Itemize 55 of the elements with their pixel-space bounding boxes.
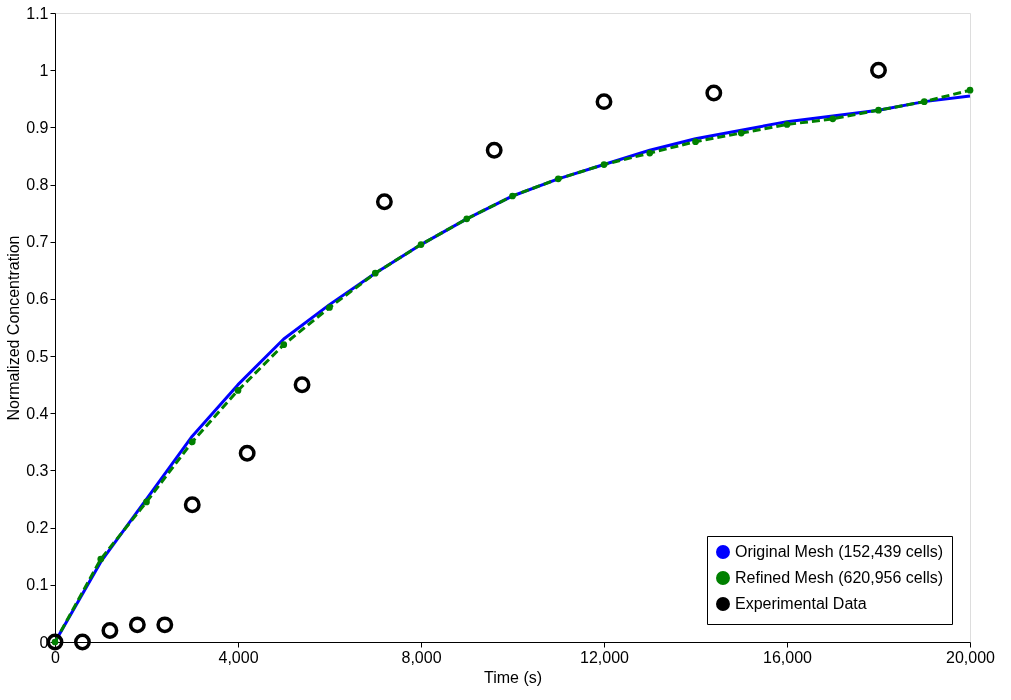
point <box>485 141 503 159</box>
point <box>920 98 928 105</box>
y-tick-label: 1.1 <box>26 4 49 22</box>
y-tick-label: 0.2 <box>26 519 49 537</box>
point <box>46 633 64 651</box>
point <box>188 438 196 446</box>
point <box>595 93 613 111</box>
x-tick-label: 4,000 <box>218 648 259 666</box>
y-tick-label: 0.4 <box>26 404 49 422</box>
y-tick-label: 0.5 <box>26 347 49 365</box>
point <box>463 215 471 223</box>
y-tick-label: 1 <box>39 61 49 79</box>
point <box>143 498 150 506</box>
x-tick-label: 20,000 <box>946 648 996 666</box>
y-tick-label: 0.1 <box>26 576 49 594</box>
point <box>554 175 562 183</box>
point <box>509 192 516 200</box>
point <box>234 387 242 394</box>
point <box>737 129 745 137</box>
point <box>97 555 105 563</box>
point <box>705 84 723 102</box>
legend-label: Refined Mesh (620,956 cells) <box>735 569 944 586</box>
point <box>183 496 201 514</box>
y-tick-label: 0.6 <box>26 290 49 308</box>
point <box>293 376 311 394</box>
x-axis-title: Time (s) <box>483 668 543 686</box>
x-tick-label: 16,000 <box>763 648 813 666</box>
point <box>417 241 425 248</box>
point <box>280 341 288 348</box>
point <box>829 115 837 123</box>
point <box>128 616 146 634</box>
point <box>238 444 256 462</box>
y-tick-label: 0.8 <box>26 176 49 194</box>
point <box>870 61 887 79</box>
point <box>101 622 119 640</box>
point <box>783 121 791 128</box>
y-tick-label: 0.9 <box>26 118 49 136</box>
y-tick-label: 0.7 <box>26 233 49 251</box>
legend-label: Original Mesh (152,439 cells) <box>735 543 944 560</box>
point <box>600 161 608 168</box>
point <box>646 149 654 157</box>
x-tick-label: 8,000 <box>401 648 442 666</box>
point <box>326 304 333 311</box>
point <box>966 86 974 94</box>
y-axis-title: Normalized Concentration <box>5 235 23 421</box>
x-tick-label: 0 <box>51 648 61 666</box>
point <box>73 633 91 651</box>
point <box>156 616 174 634</box>
x-tick-label: 12,000 <box>580 648 630 666</box>
point <box>371 269 379 277</box>
y-tick-label: 0.3 <box>26 461 49 479</box>
point <box>692 138 699 146</box>
legend-label: Experimental Data <box>735 595 867 612</box>
point <box>375 193 393 211</box>
point <box>875 106 882 114</box>
